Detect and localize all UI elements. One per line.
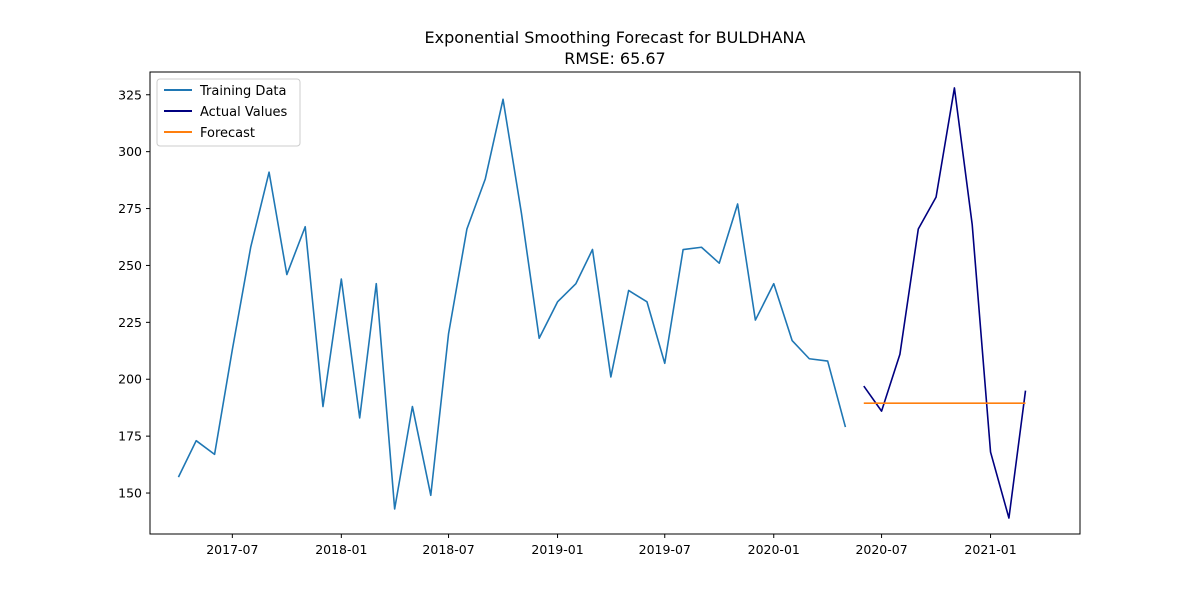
y-tick-label: 300	[118, 144, 142, 159]
y-tick-label: 175	[118, 429, 142, 444]
x-tick-label: 2019-07	[639, 542, 691, 557]
y-axis: 150 175 200 225 250 275 300 325	[118, 87, 150, 501]
x-tick-label: 2018-07	[422, 542, 474, 557]
x-axis: 2017-07 2018-01 2018-07 2019-01 2019-07 2020-…	[206, 534, 1017, 557]
x-tick-label: 2017-07	[206, 542, 258, 557]
plot-frame	[149, 71, 1081, 535]
legend-label-forecast: Forecast	[200, 126, 255, 141]
x-tick-label: 2020-01	[748, 542, 800, 557]
y-tick-label: 275	[118, 201, 142, 216]
chart-subtitle: RMSE: 65.67	[564, 49, 665, 68]
legend: Training Data Actual Values Forecast	[156, 78, 301, 147]
x-tick-label: 2021-01	[964, 542, 1016, 557]
x-tick-label: 2019-01	[531, 542, 583, 557]
series-line-training-data	[177, 98, 847, 510]
y-tick-label: 150	[118, 486, 142, 501]
x-tick-label: 2020-07	[855, 542, 907, 557]
legend-box	[156, 78, 301, 147]
series-line-actual-values	[863, 87, 1027, 519]
series-layer	[177, 87, 1027, 519]
chart-title: Exponential Smoothing Forecast for BULDH…	[425, 28, 806, 47]
y-tick-label: 225	[118, 315, 142, 330]
legend-label-training: Training Data	[199, 84, 286, 99]
y-tick-label: 200	[118, 372, 142, 387]
y-tick-label: 250	[118, 258, 142, 273]
x-tick-label: 2018-01	[315, 542, 367, 557]
y-tick-label: 325	[118, 87, 142, 102]
legend-label-actual: Actual Values	[200, 105, 288, 120]
